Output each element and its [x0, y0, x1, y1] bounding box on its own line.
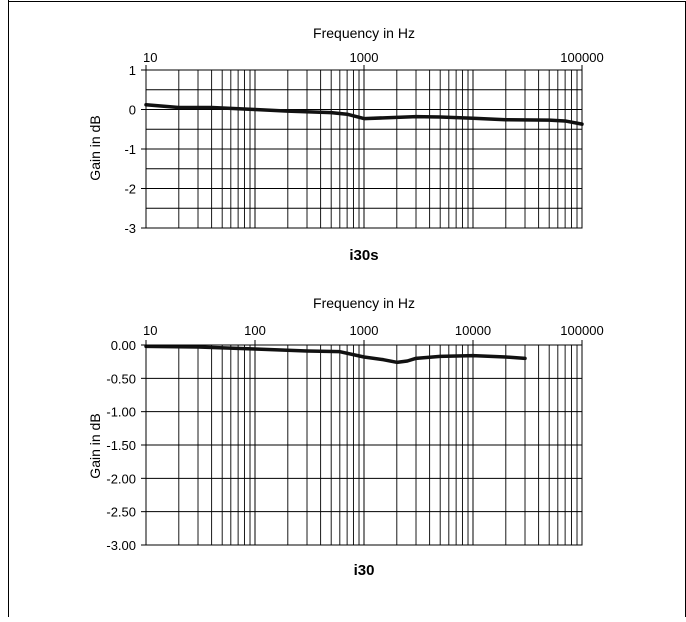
chart-i30-xtick-label: 100000	[560, 323, 603, 338]
chart-i30s-plot-frame	[145, 69, 583, 229]
chart-i30s-xtick-label: 1000	[350, 50, 379, 65]
chart-i30s-ticks: 10-1-2-310 1000 100000	[124, 50, 603, 236]
chart-i30-ytick-label: -1.00	[106, 405, 136, 420]
chart-i30s-ytick-label: -1	[124, 142, 136, 157]
chart-i30-series-line-0	[144, 344, 527, 365]
chart-i30s-series	[144, 103, 584, 126]
chart-i30s-ylabel: Gain in dB	[87, 115, 103, 180]
chart-i30-ytick-label: -1.50	[106, 438, 136, 453]
chart-i30-ytick-label: -0.50	[106, 371, 136, 386]
chart-i30s-ytick-label: 0	[129, 103, 136, 118]
chart-i30-ytick-label: 0.00	[111, 338, 136, 353]
chart-i30s-ytick-label: -3	[124, 221, 136, 236]
chart-i30-plot-frame	[145, 344, 583, 546]
chart-i30s-ytick-label: -2	[124, 182, 136, 197]
chart-i30-series	[144, 344, 527, 365]
chart-i30-xtick-label: 100	[244, 323, 266, 338]
chart-i30-xtick-label: 10	[143, 323, 157, 338]
chart-i30: Frequency in Hz Gain in dB i30 0.00 -0.50…	[87, 295, 604, 579]
chart-i30-xlabel: Frequency in Hz	[313, 295, 415, 311]
chart-i30-xtick-label: 10000	[455, 323, 491, 338]
chart-i30-ylabel: Gain in dB	[87, 413, 103, 478]
chart-i30-ytick-label: -2.50	[106, 505, 136, 520]
chart-i30s-series-line-0	[144, 103, 584, 126]
chart-i30s-xlabel: Frequency in Hz	[313, 25, 415, 41]
chart-i30-grid	[146, 345, 582, 545]
chart-i30-xtick-label: 1000	[350, 323, 379, 338]
chart-i30s-xtick-label: 10	[143, 50, 157, 65]
chart-i30s-title: i30s	[349, 247, 378, 264]
chart-i30s-ytick-label: 1	[129, 63, 136, 78]
chart-i30s-xtick-label: 100000	[560, 50, 603, 65]
chart-i30-ticks: 0.00 -0.50 -1.00 -1.50 -2.00 -2.50 -3.00 10 100 1…	[106, 323, 603, 553]
chart-i30s: Frequency in Hz Gain in dB i30s 10-1-2-3…	[87, 25, 604, 264]
chart-i30-title: i30	[354, 562, 375, 579]
chart-i30s-grid	[146, 70, 582, 228]
chart-i30-ytick-label: -3.00	[106, 538, 136, 553]
chart-i30-ytick-label: -2.00	[106, 471, 136, 486]
